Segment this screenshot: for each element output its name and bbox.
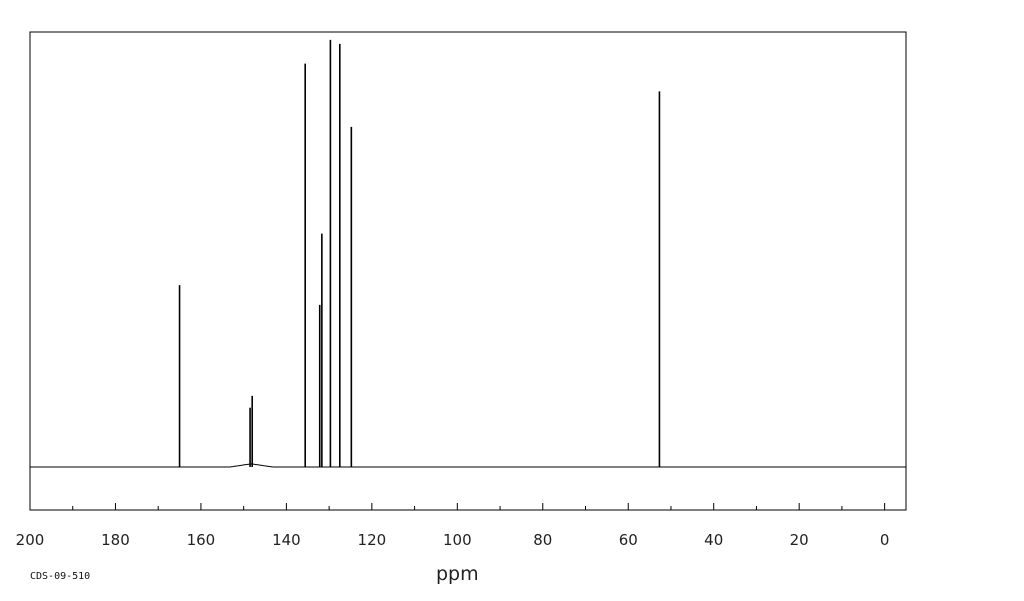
x-tick-label-160: 160 bbox=[187, 531, 216, 549]
x-tick-label-100: 100 bbox=[443, 531, 472, 549]
x-tick-label-120: 120 bbox=[358, 531, 387, 549]
spectrum-trace bbox=[30, 463, 906, 468]
x-tick-label-80: 80 bbox=[533, 531, 552, 549]
x-axis-tick-labels: 200 180 160 140 120 100 80 60 40 20 0 bbox=[16, 531, 890, 549]
x-tick-label-40: 40 bbox=[704, 531, 723, 549]
plot-frame bbox=[29, 31, 907, 511]
peak-group bbox=[178, 39, 661, 467]
x-tick-label-180: 180 bbox=[101, 531, 130, 549]
x-tick-label-200: 200 bbox=[16, 531, 45, 549]
x-tick-label-0: 0 bbox=[880, 531, 890, 549]
x-tick-label-60: 60 bbox=[619, 531, 638, 549]
x-axis-label: ppm bbox=[436, 563, 479, 585]
x-axis-ticks bbox=[29, 503, 886, 510]
x-tick-label-20: 20 bbox=[790, 531, 809, 549]
spectrum-code-label: CDS-09-510 bbox=[30, 571, 90, 582]
x-tick-label-140: 140 bbox=[272, 531, 301, 549]
